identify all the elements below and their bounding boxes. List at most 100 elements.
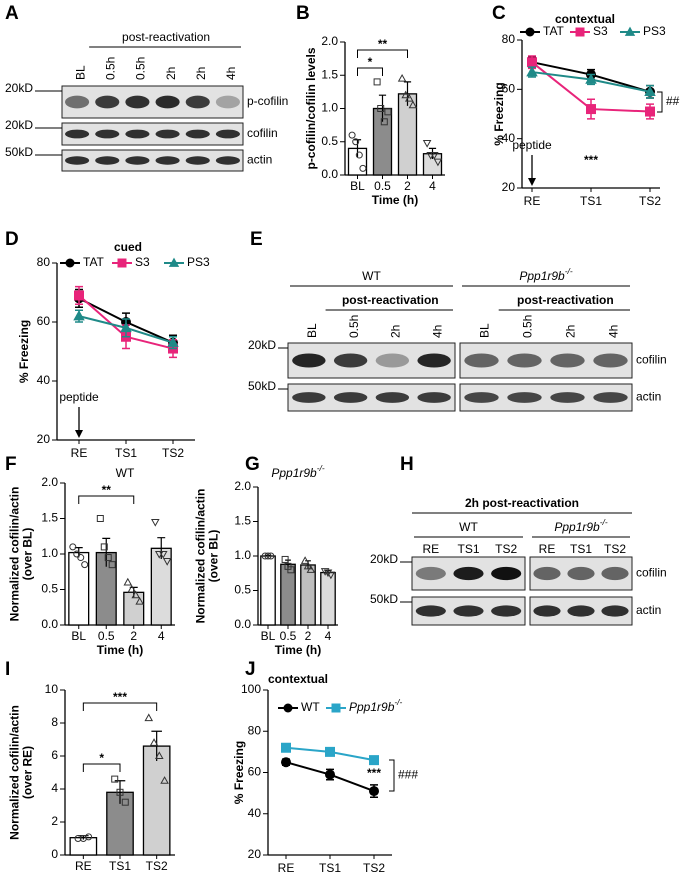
band bbox=[593, 353, 628, 368]
panel-label: G bbox=[245, 454, 260, 475]
significance-bracket bbox=[389, 759, 395, 792]
group-name: Ppp1r9b-/- bbox=[519, 266, 572, 283]
band bbox=[507, 392, 542, 403]
x-tick-label: RE bbox=[278, 861, 295, 875]
size-marker: 20kD bbox=[370, 552, 398, 566]
row-label: actin bbox=[247, 153, 272, 167]
marker bbox=[120, 321, 132, 333]
band bbox=[375, 392, 410, 403]
marker bbox=[352, 138, 360, 146]
legend-label-base: TAT bbox=[543, 24, 565, 38]
panel-label: D bbox=[5, 229, 19, 250]
panel-label: H bbox=[400, 454, 414, 475]
x-tick-label: 4 bbox=[158, 629, 165, 643]
marker bbox=[287, 566, 295, 574]
marker bbox=[283, 703, 293, 713]
panel-label: F bbox=[5, 454, 17, 475]
significance-bracket bbox=[78, 495, 135, 504]
marker bbox=[281, 555, 289, 563]
blot-frame bbox=[61, 85, 244, 119]
marker bbox=[355, 151, 363, 159]
marker bbox=[81, 561, 89, 569]
y-tick-label: 6 bbox=[51, 748, 58, 762]
x-tick-label: 4 bbox=[325, 629, 332, 643]
x-tick-label: TS2 bbox=[363, 861, 385, 875]
y-tick-label: 0.5 bbox=[41, 582, 58, 596]
band bbox=[65, 95, 90, 109]
band bbox=[567, 605, 595, 617]
size-marker: 20kD bbox=[5, 81, 33, 95]
lane-label: TS1 bbox=[457, 542, 479, 556]
marker bbox=[369, 786, 379, 797]
x-tick-label: RE bbox=[71, 446, 88, 460]
marker bbox=[422, 140, 432, 148]
bar bbox=[69, 837, 98, 856]
band bbox=[507, 353, 542, 368]
x-tick-label: BL bbox=[71, 629, 86, 643]
marker bbox=[149, 738, 159, 746]
error-bar bbox=[151, 730, 162, 761]
y-tick-label: 8 bbox=[51, 715, 58, 729]
lane-label: 0.5h bbox=[134, 57, 148, 80]
marker bbox=[331, 703, 341, 713]
annotation: peptide bbox=[512, 138, 552, 152]
y-tick-label: 60 bbox=[37, 314, 51, 328]
band bbox=[215, 129, 240, 139]
y-tick-label: 20 bbox=[502, 180, 516, 194]
chart-title: contextual bbox=[555, 12, 615, 26]
marker bbox=[135, 596, 144, 605]
x-tick-label: 2 bbox=[305, 629, 312, 643]
marker bbox=[65, 258, 75, 268]
y-axis-label: % Freezing bbox=[17, 320, 31, 383]
band bbox=[601, 605, 629, 617]
x-tick-label: 4 bbox=[429, 179, 436, 193]
marker bbox=[525, 27, 535, 37]
band bbox=[415, 605, 446, 617]
marker bbox=[526, 66, 538, 77]
significance-bracket bbox=[82, 702, 158, 711]
marker bbox=[401, 90, 411, 99]
band bbox=[491, 566, 522, 581]
marker bbox=[586, 104, 596, 115]
band bbox=[464, 353, 499, 368]
band bbox=[415, 566, 446, 581]
blot-frame bbox=[61, 149, 244, 172]
marker bbox=[111, 775, 119, 783]
chart-title-base: contextual bbox=[268, 672, 328, 686]
chart-title: cued bbox=[114, 240, 142, 254]
group-header: post-reactivation bbox=[517, 293, 614, 307]
marker bbox=[281, 757, 291, 768]
legend-label: S3 bbox=[593, 24, 608, 38]
y-tick-label: 60 bbox=[248, 765, 262, 779]
marker bbox=[168, 257, 180, 267]
marker bbox=[77, 554, 85, 562]
panel-label: J bbox=[245, 659, 256, 680]
marker bbox=[326, 571, 336, 580]
bar bbox=[142, 745, 171, 856]
marker bbox=[160, 776, 169, 784]
y-tick-label: 0.5 bbox=[321, 134, 338, 148]
y-axis-label: Normalized cofilin/actin bbox=[8, 487, 22, 622]
band bbox=[601, 566, 629, 581]
significance-bracket bbox=[82, 763, 121, 772]
y-tick-label: 80 bbox=[37, 255, 51, 269]
significance-bracket bbox=[657, 91, 663, 113]
lane-label: 2h bbox=[164, 67, 178, 80]
marker bbox=[408, 100, 418, 109]
significance-label: *** bbox=[113, 690, 127, 704]
marker bbox=[267, 552, 275, 560]
group-name-sup: -/- bbox=[565, 266, 573, 276]
error-bar bbox=[157, 537, 166, 559]
x-tick-label: TS2 bbox=[639, 194, 661, 208]
row-label: cofilin bbox=[636, 353, 667, 367]
bar bbox=[68, 551, 90, 626]
lane-label: BL bbox=[73, 65, 87, 80]
marker bbox=[373, 78, 381, 86]
group-name-base: Ppp1r9b bbox=[554, 520, 600, 534]
legend-label: WT bbox=[301, 700, 320, 714]
marker bbox=[645, 106, 655, 117]
y-tick-label: 40 bbox=[248, 806, 262, 820]
bar bbox=[320, 571, 336, 626]
y-tick-label: 1.5 bbox=[321, 67, 338, 81]
